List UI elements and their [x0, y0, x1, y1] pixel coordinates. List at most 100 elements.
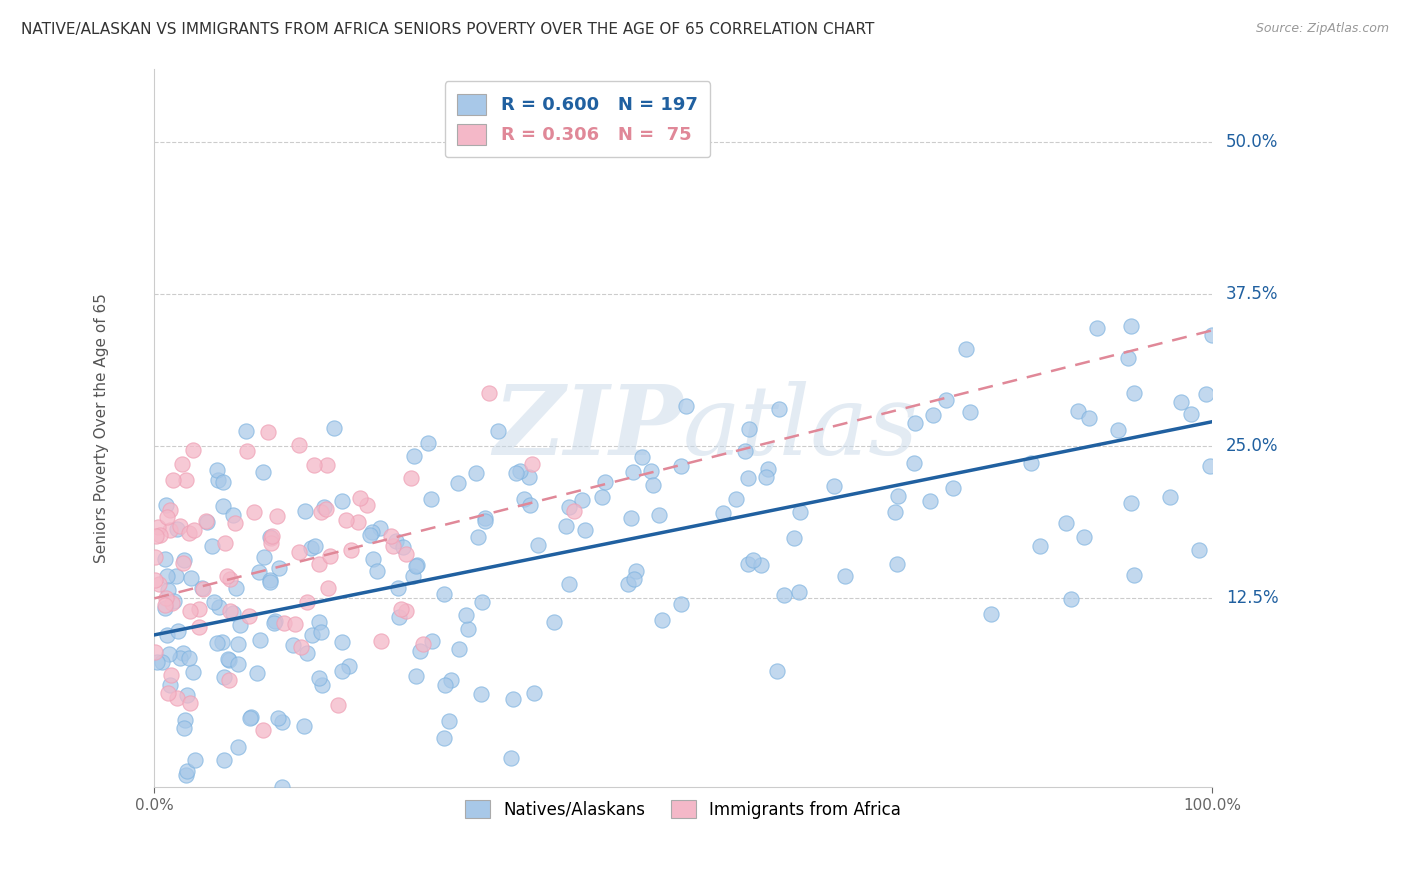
Point — [903, 456, 925, 470]
Point — [217, 569, 239, 583]
Point — [921, 408, 943, 422]
Point — [187, 620, 209, 634]
Point — [148, 576, 170, 591]
Point — [737, 471, 759, 485]
Point — [368, 521, 391, 535]
Point — [266, 509, 288, 524]
Point — [619, 511, 641, 525]
Point — [432, 731, 454, 745]
Point — [1073, 530, 1095, 544]
Point — [651, 613, 673, 627]
Point — [240, 709, 263, 723]
Point — [174, 768, 197, 782]
Text: 37.5%: 37.5% — [1226, 285, 1278, 303]
Point — [187, 602, 209, 616]
Point — [309, 625, 332, 640]
Point — [155, 498, 177, 512]
Point — [228, 636, 250, 650]
Point — [648, 508, 671, 522]
Point — [1085, 320, 1108, 334]
Point — [457, 622, 479, 636]
Point — [486, 424, 509, 438]
Point — [212, 670, 235, 684]
Point — [456, 607, 478, 622]
Point — [1019, 456, 1042, 470]
Point — [517, 470, 540, 484]
Point — [156, 510, 179, 524]
Point — [773, 588, 796, 602]
Point — [260, 531, 283, 545]
Point — [823, 478, 845, 492]
Point — [395, 547, 418, 561]
Point — [1116, 351, 1139, 366]
Point — [316, 458, 339, 473]
Point — [148, 519, 170, 533]
Point — [162, 596, 184, 610]
Point — [675, 399, 697, 413]
Point — [1060, 591, 1083, 606]
Point — [153, 600, 176, 615]
Point — [360, 524, 382, 539]
Point — [434, 677, 457, 691]
Point — [246, 665, 269, 680]
Point — [165, 568, 187, 582]
Point — [449, 641, 471, 656]
Point — [166, 522, 188, 536]
Point — [562, 504, 585, 518]
Point — [267, 711, 290, 725]
Point — [758, 462, 780, 476]
Point — [218, 673, 240, 688]
Point — [1195, 386, 1218, 401]
Point — [159, 523, 181, 537]
Point — [789, 505, 811, 519]
Point — [440, 673, 463, 687]
Point — [211, 475, 233, 490]
Legend: Natives/Alaskans, Immigrants from Africa: Natives/Alaskans, Immigrants from Africa — [458, 794, 908, 826]
Point — [256, 425, 278, 439]
Point — [574, 523, 596, 537]
Point — [1119, 495, 1142, 509]
Point — [149, 528, 172, 542]
Point — [617, 576, 640, 591]
Point — [624, 564, 647, 578]
Point — [292, 719, 315, 733]
Point — [557, 577, 579, 591]
Point — [169, 651, 191, 665]
Point — [418, 436, 440, 450]
Point — [935, 393, 957, 408]
Point — [509, 464, 531, 478]
Point — [212, 753, 235, 767]
Point — [155, 591, 177, 605]
Point — [179, 604, 201, 618]
Point — [219, 604, 242, 618]
Point — [631, 450, 654, 465]
Text: Source: ZipAtlas.com: Source: ZipAtlas.com — [1256, 22, 1389, 36]
Text: 25.0%: 25.0% — [1226, 437, 1278, 455]
Point — [311, 678, 333, 692]
Point — [478, 386, 501, 401]
Point — [1078, 411, 1101, 425]
Point — [326, 698, 349, 712]
Point — [474, 514, 496, 528]
Point — [1159, 490, 1181, 504]
Point — [446, 475, 468, 490]
Point — [330, 635, 353, 649]
Point — [211, 634, 233, 648]
Point — [247, 566, 270, 580]
Point — [219, 572, 242, 586]
Text: 12.5%: 12.5% — [1226, 590, 1278, 607]
Point — [207, 463, 229, 477]
Point — [1123, 568, 1146, 582]
Point — [724, 492, 747, 507]
Text: ZIP: ZIP — [494, 381, 683, 475]
Point — [1201, 328, 1223, 343]
Point — [1119, 319, 1142, 334]
Point — [356, 498, 378, 512]
Point — [259, 574, 281, 588]
Point — [167, 624, 190, 638]
Point — [385, 534, 408, 549]
Point — [399, 471, 422, 485]
Point — [162, 473, 184, 487]
Point — [519, 498, 541, 512]
Point — [253, 550, 276, 565]
